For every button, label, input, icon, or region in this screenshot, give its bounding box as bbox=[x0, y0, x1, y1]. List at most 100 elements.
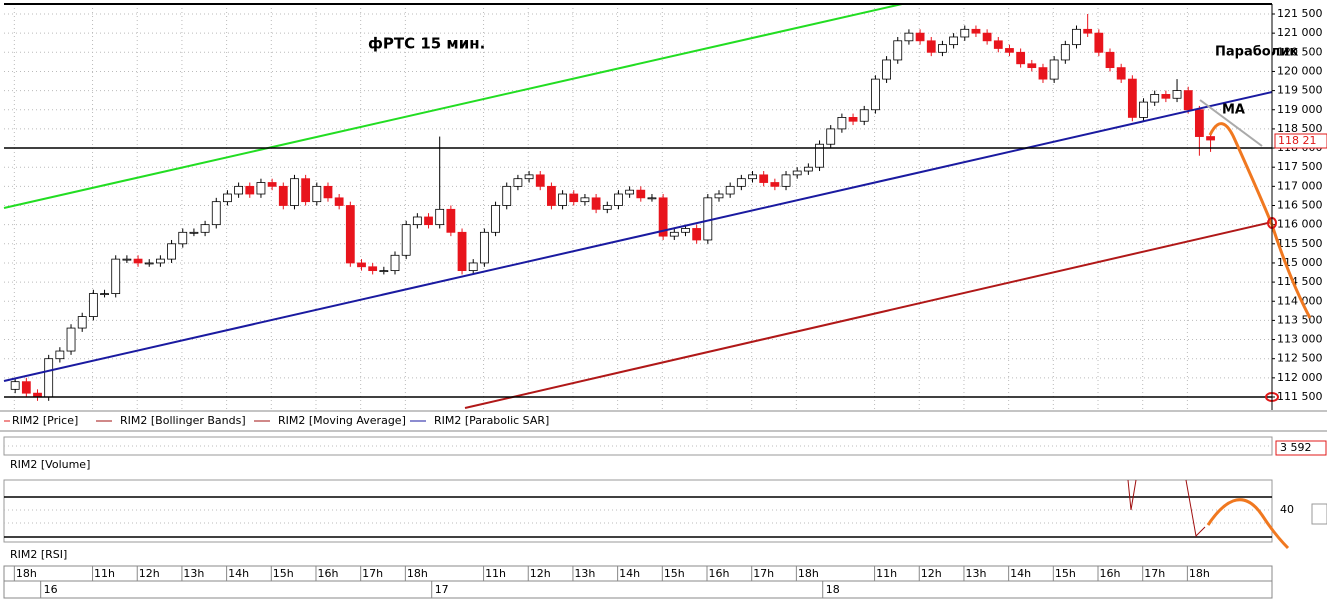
candle-body bbox=[558, 193, 567, 206]
candle-body bbox=[1049, 59, 1059, 80]
x-tick-label: 17h bbox=[362, 567, 383, 580]
candle-body bbox=[792, 170, 802, 176]
candle-body bbox=[44, 358, 54, 398]
forecast-curve bbox=[1206, 498, 1290, 550]
candle-body bbox=[569, 193, 579, 203]
candle-body bbox=[1161, 94, 1171, 99]
candle-body bbox=[681, 228, 690, 233]
candle-body bbox=[748, 174, 757, 180]
candle-body bbox=[10, 381, 20, 390]
rsi-tick: 40 bbox=[1280, 503, 1294, 516]
legend-entry: RIM2 [Moving Average] bbox=[278, 414, 406, 427]
candle-body bbox=[703, 197, 713, 241]
trend-line-blue bbox=[3, 91, 1273, 382]
candle-body bbox=[77, 316, 87, 329]
chart-title: фРТС 15 мин. bbox=[368, 35, 485, 53]
candle-body bbox=[535, 174, 545, 187]
y-tick-label: 119 500 bbox=[1277, 84, 1323, 97]
x-tick-label: 11h bbox=[94, 567, 115, 580]
candle-body bbox=[468, 262, 478, 272]
candle-body bbox=[55, 350, 65, 360]
candle-body bbox=[949, 36, 959, 46]
y-tick-label: 113 000 bbox=[1277, 333, 1323, 346]
volume-box bbox=[1275, 440, 1327, 456]
candle-body bbox=[547, 185, 556, 206]
candle-body bbox=[815, 143, 824, 168]
y-tick-label: 114 500 bbox=[1277, 275, 1323, 288]
candle-body bbox=[882, 59, 891, 80]
candle-body bbox=[144, 262, 154, 265]
candle-body bbox=[379, 270, 389, 273]
forecast-curve bbox=[1208, 122, 1312, 319]
x-tick-label: 13h bbox=[183, 567, 204, 580]
candle-body bbox=[88, 293, 98, 317]
candle-body bbox=[602, 205, 612, 210]
candle-body bbox=[859, 109, 869, 122]
candle-body bbox=[1139, 101, 1148, 118]
candle-body bbox=[178, 231, 188, 245]
candle-body bbox=[513, 178, 523, 187]
x-tick-label: 16h bbox=[1100, 567, 1121, 580]
x-tick-label: 18h bbox=[407, 567, 428, 580]
candle-body bbox=[1072, 28, 1081, 46]
candle-body bbox=[1172, 90, 1182, 99]
x-tick-label: 14h bbox=[1010, 567, 1031, 580]
candle-body bbox=[625, 189, 635, 195]
candle-body bbox=[736, 178, 746, 187]
last-price-box bbox=[1274, 133, 1327, 149]
candle-body bbox=[826, 128, 836, 145]
candle-body bbox=[133, 258, 143, 264]
candle-body bbox=[424, 216, 433, 226]
candle-body bbox=[580, 197, 590, 203]
x-tick-label: 13h bbox=[965, 567, 986, 580]
x-tick-label: 11h bbox=[485, 567, 506, 580]
candle-body bbox=[759, 174, 769, 183]
x-tick-label: 16h bbox=[709, 567, 730, 580]
y-tick-label: 113 500 bbox=[1277, 313, 1323, 326]
candle-body bbox=[401, 224, 411, 256]
x-tick-label: 15h bbox=[1055, 567, 1076, 580]
x-tick-label: 13h bbox=[574, 567, 595, 580]
candle-body bbox=[915, 32, 925, 42]
x-tick-label: 17h bbox=[1144, 567, 1165, 580]
candle-body bbox=[435, 208, 445, 226]
last-price: 118 21 bbox=[1278, 134, 1317, 147]
candle-body bbox=[1083, 28, 1093, 34]
candle-body bbox=[491, 205, 500, 233]
y-tick-label: 114 000 bbox=[1277, 294, 1323, 307]
candle-body bbox=[1016, 51, 1026, 65]
candle-body bbox=[938, 44, 947, 53]
y-tick-label: 115 000 bbox=[1277, 256, 1323, 269]
y-tick-label: 112 000 bbox=[1277, 371, 1323, 384]
day-label: 17 bbox=[435, 583, 449, 596]
y-tick-label: 121 500 bbox=[1277, 7, 1323, 20]
candle-body bbox=[893, 40, 903, 61]
panel-label: RIM2 [Volume] bbox=[10, 458, 90, 471]
y-tick-label: 115 500 bbox=[1277, 237, 1323, 250]
y-tick-label: 117 000 bbox=[1277, 179, 1323, 192]
candle-body bbox=[446, 208, 456, 233]
candle-body bbox=[871, 78, 880, 111]
day-label: 16 bbox=[44, 583, 58, 596]
candle-body bbox=[357, 262, 366, 268]
y-tick-label: 116 500 bbox=[1277, 199, 1323, 212]
volume-value: 3 592 bbox=[1280, 441, 1312, 454]
candle-body bbox=[189, 231, 199, 234]
candle-body bbox=[669, 231, 679, 237]
candle-body bbox=[1060, 44, 1070, 61]
candle-body bbox=[803, 166, 813, 172]
candle-body bbox=[971, 28, 981, 34]
candle-body bbox=[1094, 32, 1104, 53]
y-tick-label: 120 500 bbox=[1277, 45, 1323, 58]
panel-label: RIM2 [RSI] bbox=[10, 548, 67, 561]
trend-line-red bbox=[464, 221, 1273, 409]
candle-body bbox=[1206, 136, 1215, 141]
candle-body bbox=[234, 185, 244, 195]
candle-body bbox=[1194, 109, 1204, 137]
y-tick-label: 112 500 bbox=[1277, 352, 1323, 365]
candle-body bbox=[614, 193, 623, 206]
candle-body bbox=[1127, 78, 1137, 118]
candle-body bbox=[1150, 94, 1160, 103]
